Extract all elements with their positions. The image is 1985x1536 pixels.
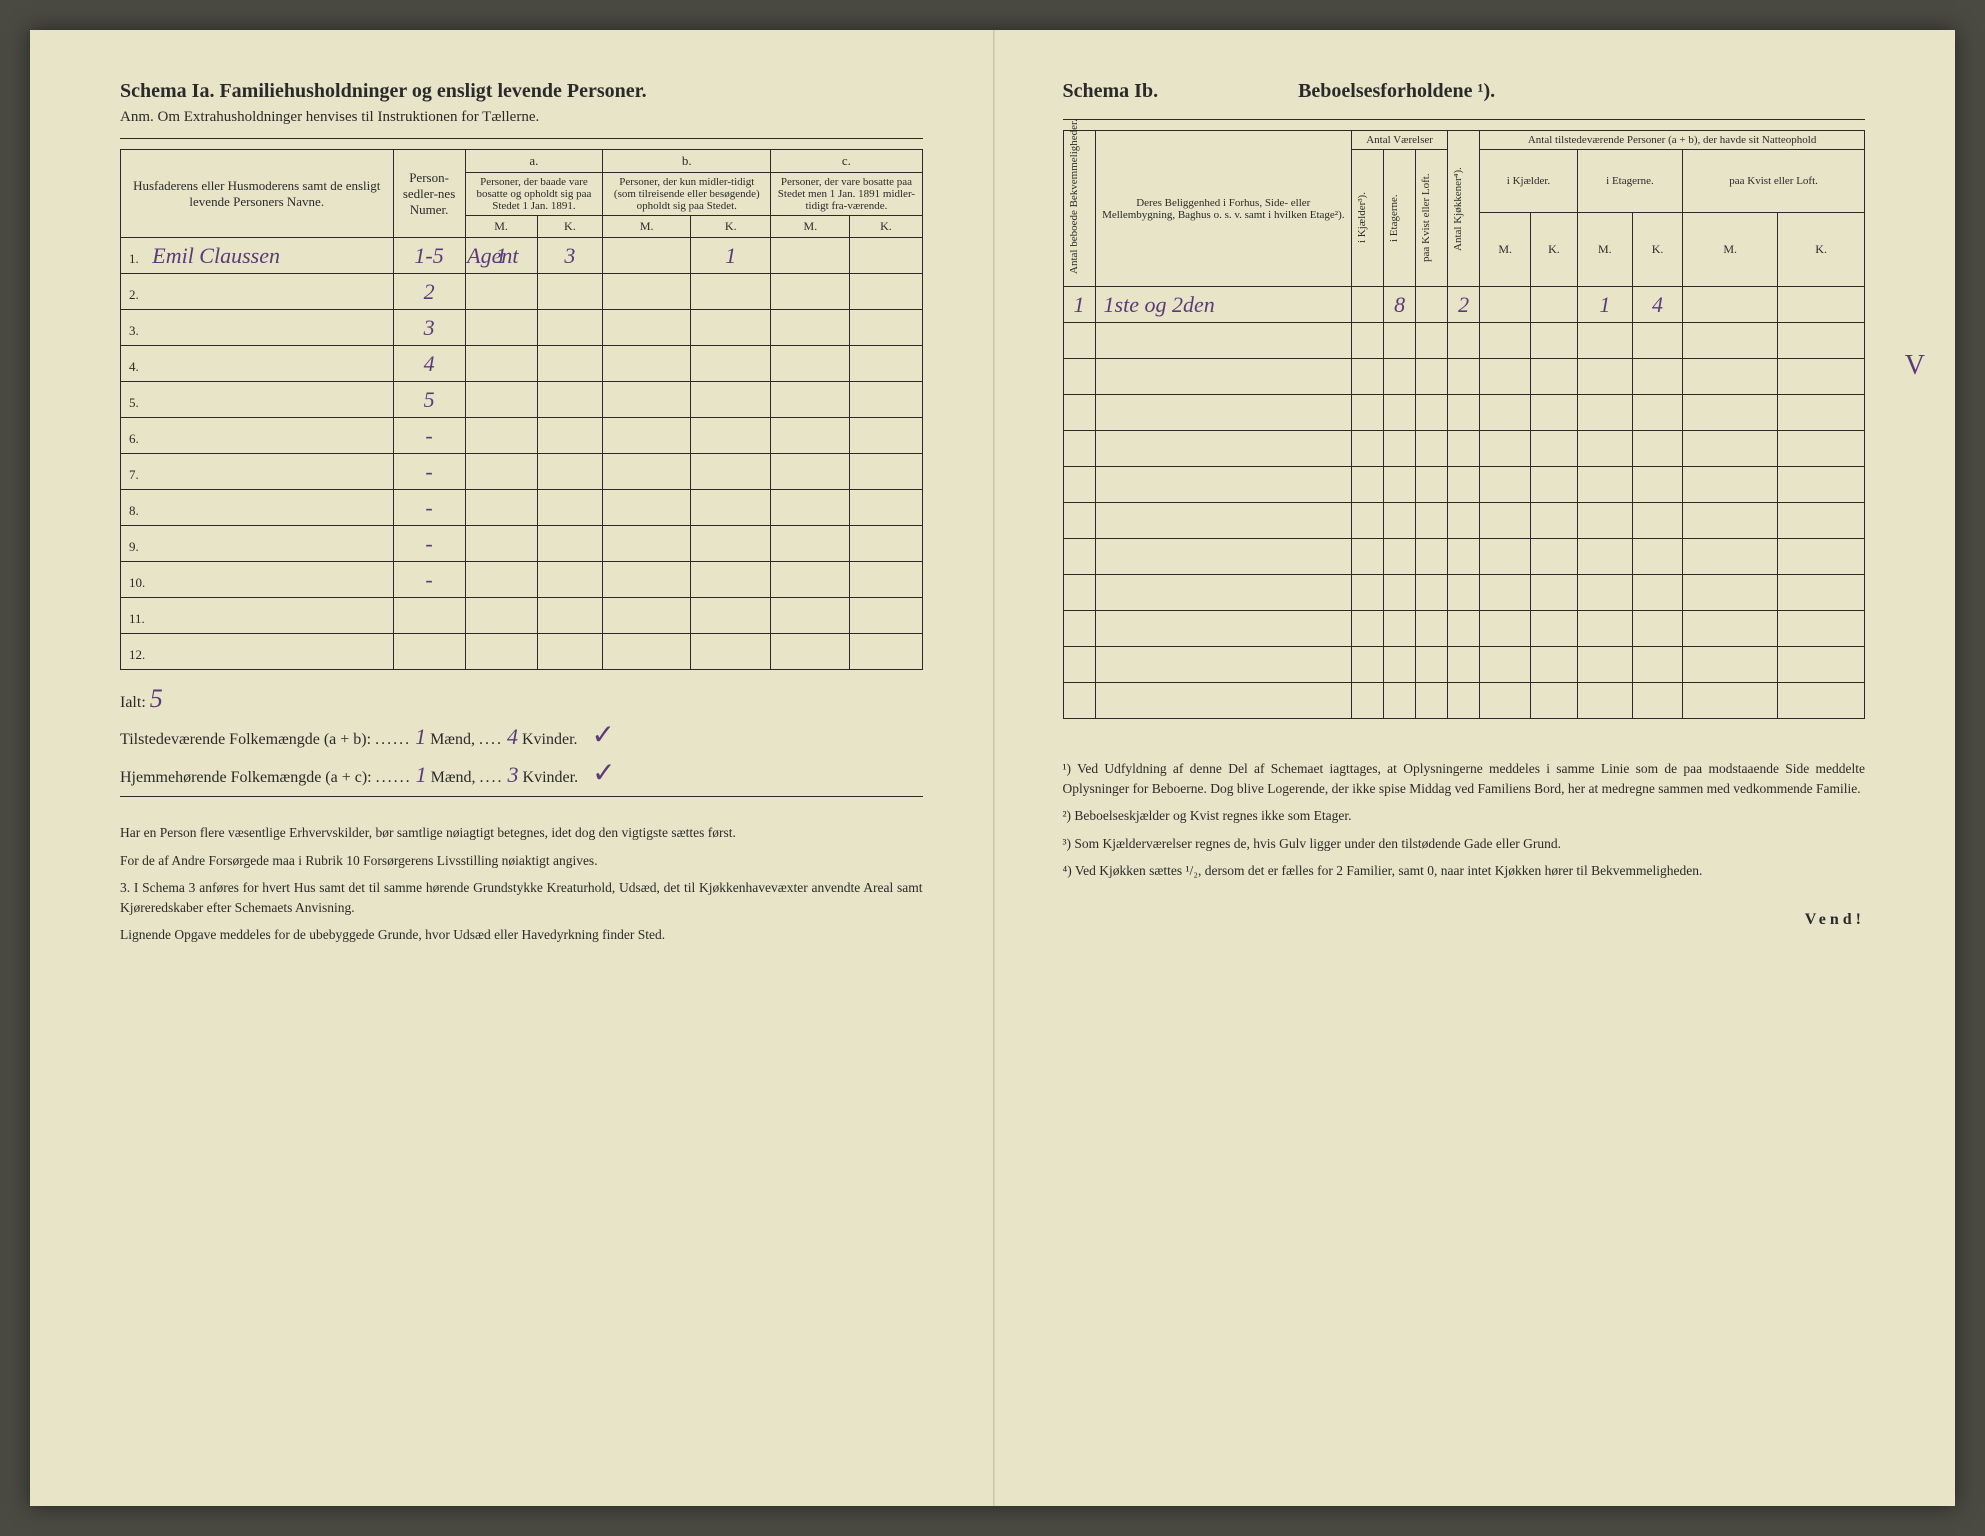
col-a: Personer, der baade vare bosatte og opho…	[476, 176, 591, 212]
side-check: V	[1905, 350, 1925, 382]
schema-1b-table: Antal beboede Bekvemmeligheder. Deres Be…	[1063, 130, 1866, 719]
table-row: 8. -	[121, 490, 923, 526]
ialt-value: 5	[150, 684, 163, 713]
right-notes: ¹) Ved Udfyldning af denne Del af Schema…	[1063, 759, 1866, 881]
col-beligg: Deres Beliggenhed i Forhus, Side- eller …	[1102, 197, 1344, 221]
table-row: 6. -	[121, 418, 923, 454]
col-a-k: K.	[537, 216, 603, 238]
col-kj: i Kjælder³).	[1356, 153, 1368, 283]
col-kv: paa Kvist eller Loft.	[1420, 153, 1432, 283]
col-c-m: M.	[771, 216, 850, 238]
table-row: 1. Emil Claussen Agent1-5131	[121, 238, 923, 274]
col-c-label: c.	[842, 153, 851, 168]
col-b-k: K.	[691, 216, 771, 238]
sum1-m: 1	[415, 724, 426, 749]
table-row	[1063, 575, 1865, 611]
sum2-k: 3	[508, 762, 519, 787]
table-row: 3. 3	[121, 310, 923, 346]
col-ik: i Kjælder.	[1507, 175, 1550, 187]
col-pk: paa Kvist eller Loft.	[1729, 175, 1818, 187]
col-et: i Etagerne.	[1388, 153, 1400, 283]
table-row	[1063, 647, 1865, 683]
divider	[120, 138, 923, 139]
col-c: Personer, der vare bosatte paa Stedet me…	[778, 176, 915, 212]
note-2: For de af Andre Forsørgede maa i Rubrik …	[120, 851, 923, 871]
document-spread: Schema Ia. Familiehusholdninger og ensli…	[30, 30, 1955, 1506]
col-b-label: b.	[682, 153, 692, 168]
table-row: 2. 2	[121, 274, 923, 310]
kvinder2: Kvinder.	[523, 769, 579, 786]
kvinder1: Kvinder.	[522, 731, 578, 748]
note-3: 3. I Schema 3 anføres for hvert Hus samt…	[120, 878, 923, 917]
table-row	[1063, 467, 1865, 503]
fnote-1: ¹) Ved Udfyldning af denne Del af Schema…	[1063, 759, 1866, 798]
table-row	[1063, 323, 1865, 359]
fnote-3: ³) Som Kjælderværelser regnes de, hvis G…	[1063, 834, 1866, 854]
ialt-label: Ialt:	[120, 694, 146, 711]
col-numer: Person-sedler-nes Numer.	[403, 170, 455, 217]
table-row: 4. 4	[121, 346, 923, 382]
table-row	[1063, 503, 1865, 539]
col-vaerelser: Antal Værelser	[1366, 134, 1433, 146]
col-name: Husfaderens eller Husmoderens samt de en…	[133, 178, 380, 209]
col-a-m: M.	[465, 216, 537, 238]
fnote-4: ⁴) Ved Kjøkken sættes ¹/₂, dersom det er…	[1063, 861, 1866, 881]
sum1-k: 4	[507, 724, 518, 749]
col-c-k: K.	[850, 216, 922, 238]
table-row: 9. -	[121, 526, 923, 562]
schema-1a-subtitle: Anm. Om Extrahusholdninger henvises til …	[120, 109, 923, 126]
table-row	[1063, 431, 1865, 467]
col-b: Personer, der kun midler-tidigt (som til…	[614, 176, 760, 212]
table-row: 5. 5	[121, 382, 923, 418]
table-row: 10. -	[121, 562, 923, 598]
table-row	[1063, 539, 1865, 575]
divider-2	[120, 796, 923, 797]
check-2: ✓	[592, 756, 615, 790]
schema-1a-title: Schema Ia. Familiehusholdninger og ensli…	[120, 80, 923, 103]
col-b-m: M.	[603, 216, 691, 238]
note-1: Har en Person flere væsentlige Erhvervsk…	[120, 823, 923, 843]
col-bekv: Antal beboede Bekvemmeligheder.	[1068, 144, 1080, 274]
col-kjokken: Antal Kjøkkener⁴).	[1452, 144, 1464, 274]
schema-1a-table: Husfaderens eller Husmoderens samt de en…	[120, 149, 923, 670]
vend: Vend!	[1063, 911, 1866, 929]
maend2: Mænd,	[431, 769, 476, 786]
col-ie: i Etagerne.	[1606, 175, 1654, 187]
table-row: 11ste og 2den8214	[1063, 287, 1865, 323]
left-notes: Har en Person flere væsentlige Erhvervsk…	[120, 823, 923, 945]
fnote-2: ²) Beboelseskjælder og Kvist regnes ikke…	[1063, 806, 1866, 826]
sum1-pre: Tilstedeværende Folkemængde (a + b):	[120, 731, 371, 748]
table-row	[1063, 611, 1865, 647]
sum2-pre: Hjemmehørende Folkemængde (a + c):	[120, 769, 372, 786]
note-4: Lignende Opgave meddeles for de ubebygge…	[120, 925, 923, 945]
table-row	[1063, 395, 1865, 431]
check-1: ✓	[592, 718, 615, 752]
table-row	[1063, 683, 1865, 719]
sum2-m: 1	[416, 762, 427, 787]
schema-1b-main: Beboelsesforholdene ¹).	[1298, 80, 1495, 103]
table-row: 7. -	[121, 454, 923, 490]
divider-r	[1063, 119, 1866, 120]
maend1: Mænd,	[430, 731, 475, 748]
left-page: Schema Ia. Familiehusholdninger og ensli…	[30, 30, 993, 1506]
summary-block: Ialt: 5 Tilstedeværende Folkemængde (a +…	[120, 684, 923, 790]
col-a-label: a.	[529, 153, 538, 168]
table-row	[1063, 359, 1865, 395]
right-page: Schema Ib. Beboelsesforholdene ¹). Antal…	[993, 30, 1956, 1506]
schema-1b-title: Schema Ib.	[1063, 80, 1159, 103]
table-row: 12.	[121, 634, 923, 670]
table-row: 11.	[121, 598, 923, 634]
col-tilstede: Antal tilstedeværende Personer (a + b), …	[1528, 134, 1816, 146]
